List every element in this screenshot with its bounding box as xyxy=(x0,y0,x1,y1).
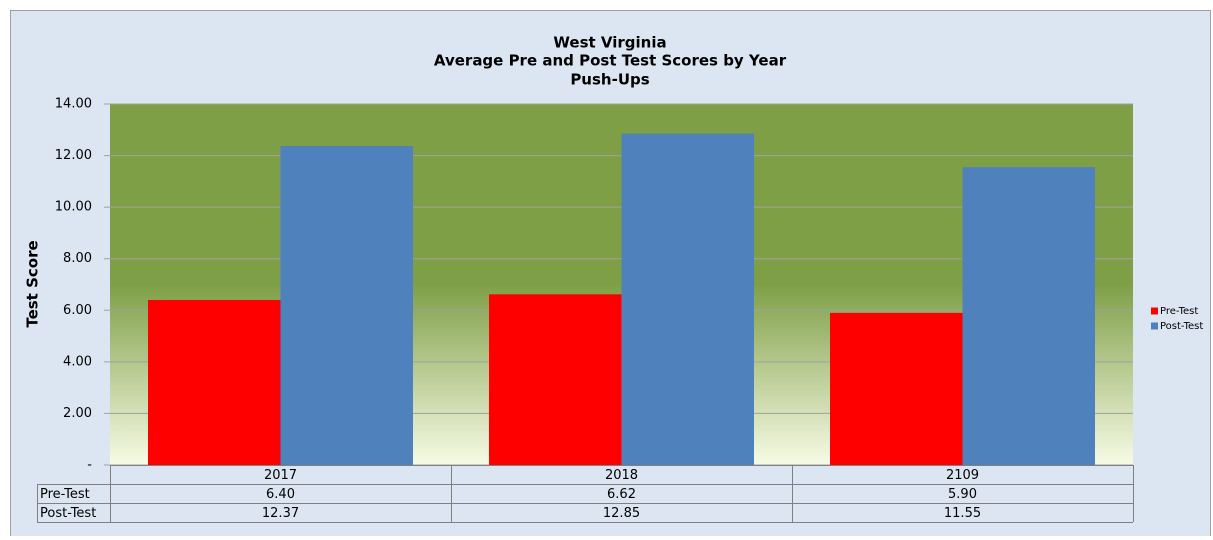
y-tick-label: 8.00 xyxy=(63,251,92,266)
y-tick-label: 14.00 xyxy=(55,97,92,112)
table-cell: 5.90 xyxy=(948,487,977,502)
table-cell: 12.85 xyxy=(603,506,640,521)
y-tick-label: 12.00 xyxy=(55,148,92,163)
legend-key xyxy=(1151,307,1158,315)
y-tick-label: 10.00 xyxy=(55,200,92,215)
bar xyxy=(621,133,754,465)
table-cell: 12.37 xyxy=(262,506,299,521)
y-tick-label: - xyxy=(87,458,92,473)
y-axis-title: Test Score xyxy=(24,240,42,327)
x-tick-label: 2017 xyxy=(264,468,297,483)
y-tick-label: 2.00 xyxy=(63,406,92,421)
table-cell: 6.40 xyxy=(266,487,295,502)
chart-title: West Virginia xyxy=(553,34,666,52)
y-tick-label: 4.00 xyxy=(63,354,92,369)
chart-title: Average Pre and Post Test Scores by Year xyxy=(434,52,787,70)
legend-key xyxy=(1151,322,1158,330)
bar xyxy=(148,299,281,465)
bar xyxy=(830,312,963,465)
table-cell: 6.62 xyxy=(607,487,636,502)
x-tick-label: 2018 xyxy=(605,468,638,483)
table-row-header: Post-Test xyxy=(40,506,96,521)
chart-title: Push-Ups xyxy=(570,71,649,89)
bar xyxy=(280,146,413,466)
legend-label: Post-Test xyxy=(1160,321,1203,332)
table-row-header: Pre-Test xyxy=(40,487,90,502)
table-cell: 11.55 xyxy=(944,506,981,521)
x-tick-label: 2109 xyxy=(946,468,979,483)
legend-label: Pre-Test xyxy=(1160,306,1198,317)
bar xyxy=(489,294,622,465)
y-tick-label: 6.00 xyxy=(63,303,92,318)
bar xyxy=(962,167,1095,466)
